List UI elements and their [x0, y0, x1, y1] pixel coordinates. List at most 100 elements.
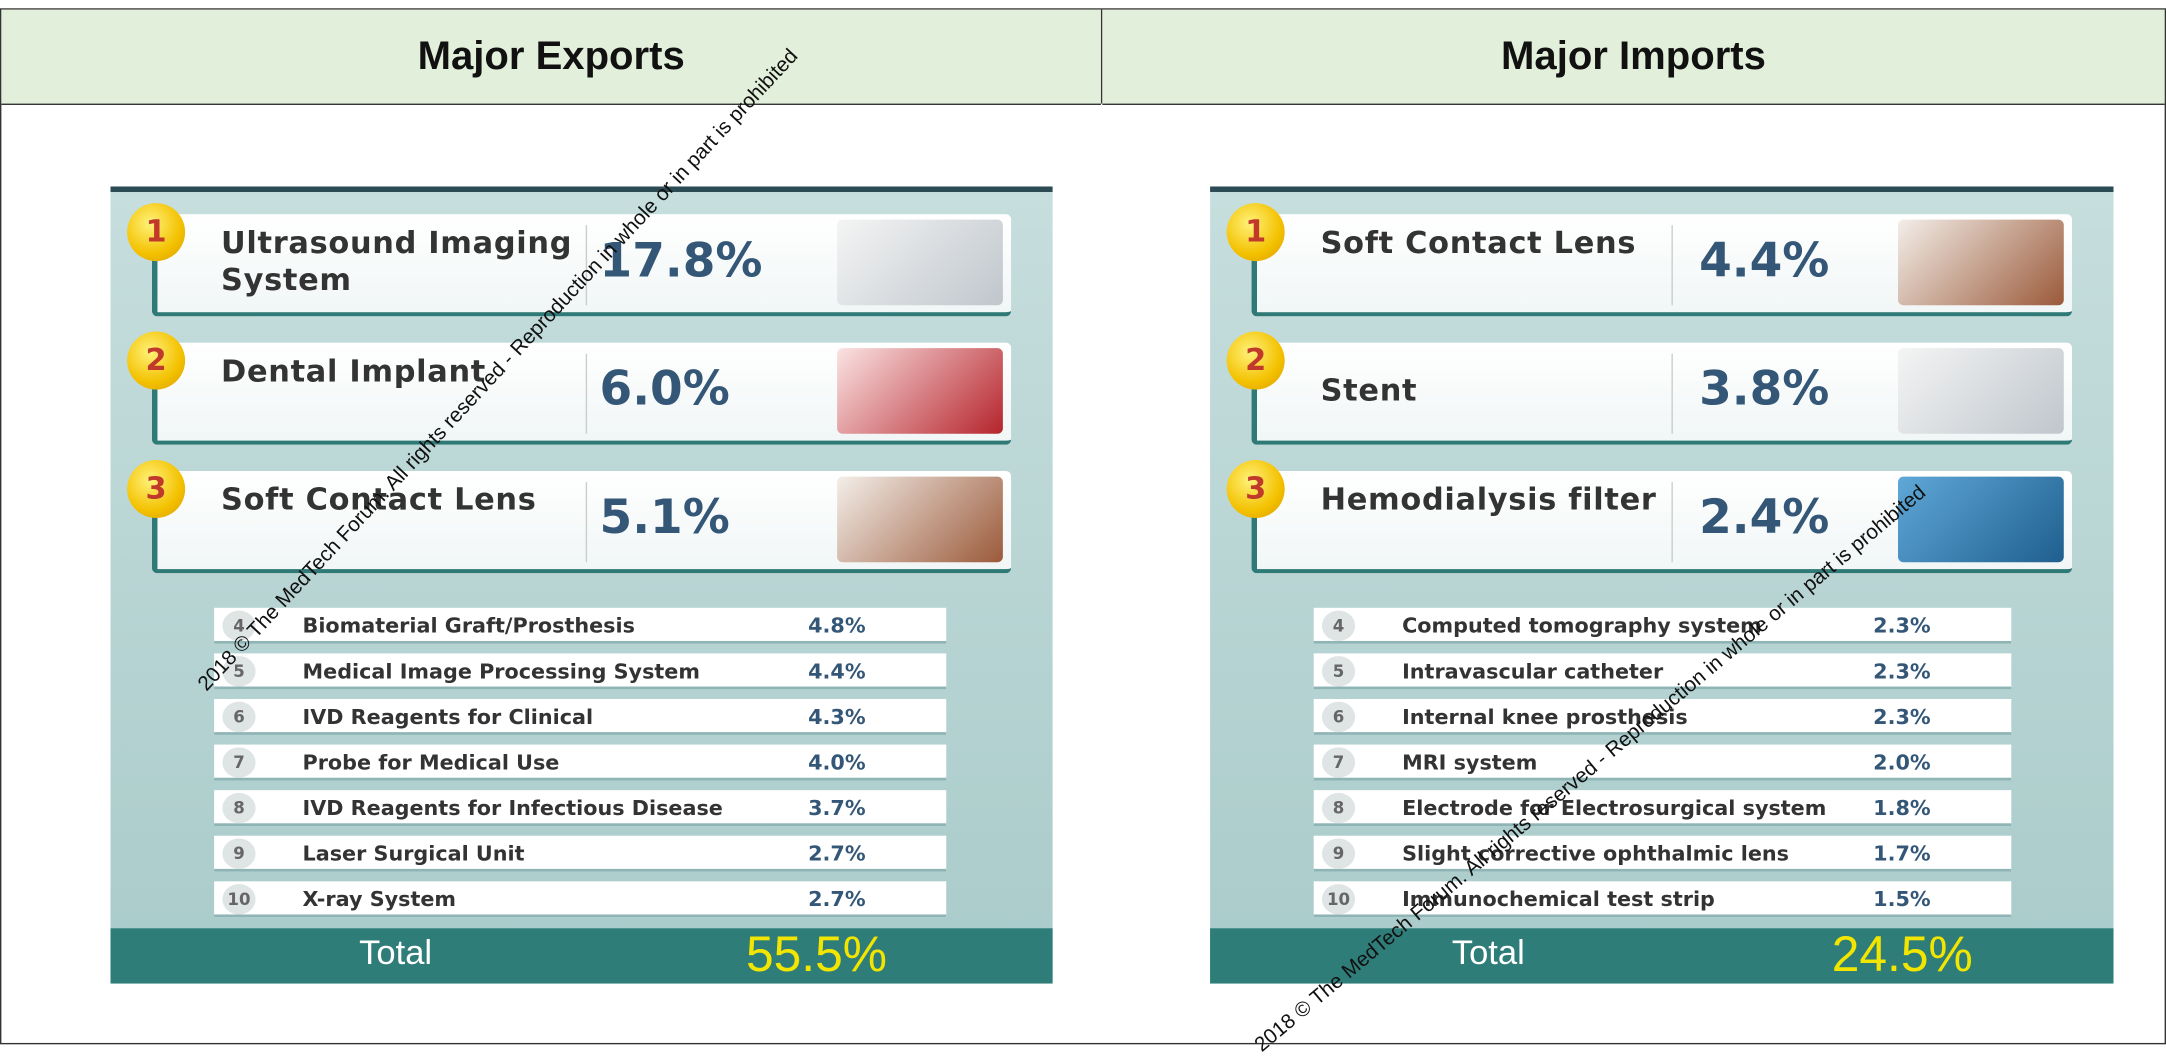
item-share: 3.7% [808, 795, 866, 821]
top-item-card: Soft Contact Lens 4.4% [1251, 214, 2073, 317]
item-share: 2.3% [1873, 613, 1931, 639]
ranking-panel: Soft Contact Lens 4.4% 1 Stent 3.8% 2 Hemodial… [1210, 186, 2114, 984]
item-share: 6.0% [599, 361, 730, 418]
rank-number: 9 [1321, 838, 1356, 869]
top-item-card: Stent 3.8% [1251, 342, 2073, 445]
item-name: Medical Image Processing System [302, 658, 700, 684]
item-image [837, 348, 1003, 434]
header-imports: Major Imports [1102, 9, 2165, 105]
item-name: IVD Reagents for Clinical [302, 704, 594, 730]
item-share: 5.1% [599, 490, 730, 546]
list-row: 10 Immunochemical test strip 1.5% [1313, 881, 2012, 918]
total-label: Total [359, 933, 433, 973]
item-name: Soft Contact Lens [221, 483, 537, 519]
rank-number: 7 [222, 747, 256, 778]
rank-number: 7 [1321, 747, 1356, 778]
list-row: 5 Intravascular catheter 2.3% [1313, 653, 2012, 690]
item-share: 4.4% [1699, 233, 1830, 289]
item-name: MRI system [1402, 750, 1538, 775]
item-name: Internal knee prosthesis [1402, 704, 1688, 730]
divider [1100, 9, 1103, 104]
rank-badge: 3 [1226, 459, 1285, 519]
item-share: 4.4% [808, 658, 866, 684]
total-bar: Total 24.5% [1210, 925, 2114, 984]
item-share: 1.7% [1873, 841, 1931, 867]
card-divider [585, 225, 588, 306]
item-name: Slight corrective ophthalmic lens [1402, 841, 1789, 867]
rank-badge: 3 [127, 459, 186, 519]
rank-number: 9 [222, 838, 256, 869]
item-image [1898, 348, 2064, 434]
item-share: 2.3% [1873, 704, 1931, 730]
card-divider [585, 353, 588, 434]
rank-number: 5 [1321, 656, 1356, 687]
card-divider [1671, 353, 1673, 434]
list-row: 6 Internal knee prosthesis 2.3% [1313, 698, 2012, 735]
item-name: Electrode for Electrosurgical system [1402, 795, 1827, 821]
item-name: Hemodialysis filter [1320, 483, 1657, 519]
rank-number: 4 [1321, 610, 1356, 641]
card-divider [1671, 225, 1673, 306]
total-value: 24.5% [1831, 925, 1973, 983]
item-name: Immunochemical test strip [1402, 886, 1715, 912]
top-item-card: Ultrasound Imaging System 17.8% [151, 214, 1012, 317]
list-row: 7 MRI system 2.0% [1313, 744, 2012, 781]
item-share: 2.0% [1873, 750, 1931, 775]
item-share: 2.7% [808, 841, 866, 867]
rank-number: 5 [222, 656, 256, 687]
rank-number: 10 [1321, 884, 1356, 915]
item-share: 1.8% [1873, 795, 1931, 821]
rank-badge: 2 [127, 331, 186, 390]
item-name: X-ray System [302, 886, 457, 912]
total-value: 55.5% [745, 925, 887, 983]
item-share: 2.3% [1873, 658, 1931, 684]
list-row: 5 Medical Image Processing System 4.4% [214, 653, 947, 690]
list-row: 10 X-ray System 2.7% [214, 881, 947, 918]
item-share: 4.8% [808, 613, 866, 639]
item-share: 3.8% [1699, 361, 1830, 418]
item-name: Biomaterial Graft/Prosthesis [302, 613, 635, 639]
list-row: 9 Slight corrective ophthalmic lens 1.7% [1313, 835, 2012, 872]
rank-number: 4 [222, 610, 256, 641]
list-row: 8 IVD Reagents for Infectious Disease 3.7% [214, 790, 947, 827]
rank-badge: 1 [1226, 203, 1285, 262]
item-image [837, 219, 1003, 306]
top-item-card: Hemodialysis filter 2.4% [1251, 471, 2073, 574]
list-row: 9 Laser Surgical Unit 2.7% [214, 835, 947, 872]
rank-number: 10 [222, 884, 256, 915]
item-share: 2.4% [1699, 490, 1830, 546]
item-name: Dental Implant [221, 355, 487, 390]
rank-badge: 2 [1226, 331, 1285, 390]
header-exports: Major Exports [1, 9, 1101, 105]
list-row: 6 IVD Reagents for Clinical 4.3% [214, 698, 947, 735]
item-share: 1.5% [1873, 886, 1931, 912]
rank-badge: 1 [127, 203, 186, 262]
item-share: 4.3% [808, 704, 866, 730]
list-row: 4 Computed tomography system 2.3% [1313, 607, 2012, 644]
item-name: Computed tomography system [1402, 613, 1762, 639]
item-share: 4.0% [808, 750, 866, 775]
list-row: 4 Biomaterial Graft/Prosthesis 4.8% [214, 607, 947, 644]
item-share: 17.8% [599, 233, 763, 289]
ranking-panel: Ultrasound Imaging System 17.8% 1 Dental Im… [110, 186, 1053, 984]
item-name: IVD Reagents for Infectious Disease [302, 795, 723, 821]
item-name: Intravascular catheter [1402, 658, 1664, 684]
rank-number: 6 [1321, 701, 1356, 733]
item-image [1898, 476, 2064, 563]
list-row: 7 Probe for Medical Use 4.0% [214, 744, 947, 781]
total-label: Total [1451, 933, 1525, 973]
item-name: Soft Contact Lens [1320, 226, 1637, 262]
top-item-card: Dental Implant 6.0% [151, 342, 1012, 445]
total-bar: Total 55.5% [110, 925, 1053, 984]
list-row: 8 Electrode for Electrosurgical system 1.8… [1313, 790, 2012, 827]
item-image [837, 476, 1003, 563]
rank-number: 8 [222, 792, 256, 824]
item-name: Stent [1320, 374, 1418, 409]
item-image [1898, 219, 2064, 306]
card-divider [1671, 482, 1673, 563]
item-name: Probe for Medical Use [302, 750, 560, 775]
top-item-card: Soft Contact Lens 5.1% [151, 471, 1012, 574]
rank-number: 6 [222, 701, 256, 733]
item-share: 2.7% [808, 886, 866, 912]
